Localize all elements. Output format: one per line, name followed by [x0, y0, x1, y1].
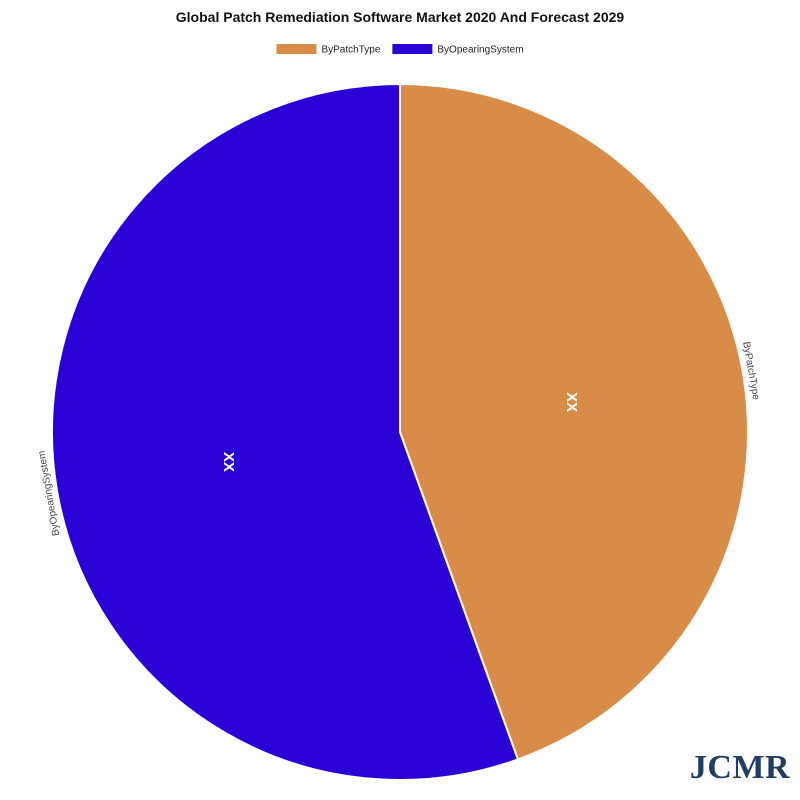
legend-swatch — [392, 44, 433, 54]
jcmr-logo: JCMR — [690, 749, 790, 786]
slice-value-label: XX — [563, 392, 580, 412]
slice-value-label: XX — [220, 452, 237, 472]
pie-slice[interactable] — [51, 82, 520, 781]
legend-item[interactable]: ByOpearingSystem — [392, 44, 524, 56]
pie-slices — [51, 82, 749, 781]
legend-swatch — [276, 44, 317, 54]
legend-label: ByOpearingSystem — [437, 45, 523, 56]
legend-label: ByPatchType — [321, 45, 380, 56]
legend: ByPatchType ByOpearingSystem — [276, 44, 524, 56]
chart-title: Global Patch Remediation Software Market… — [176, 9, 625, 25]
legend-item[interactable]: ByPatchType — [276, 44, 381, 56]
pie-slice[interactable] — [399, 82, 749, 761]
